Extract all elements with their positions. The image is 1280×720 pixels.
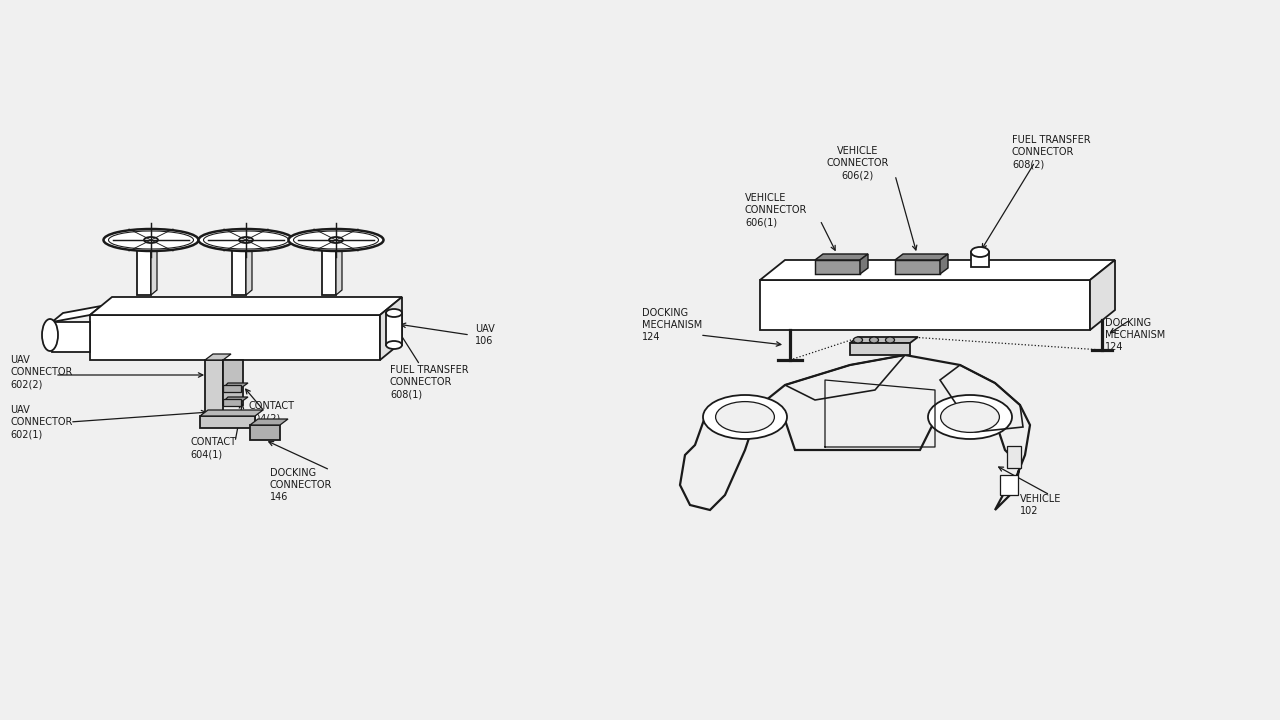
Bar [1000, 475, 1018, 495]
Polygon shape [1091, 260, 1115, 330]
Bar [232, 245, 246, 295]
Polygon shape [246, 240, 252, 295]
Bar [52, 322, 90, 352]
Ellipse shape [716, 402, 774, 433]
Ellipse shape [239, 237, 253, 243]
Ellipse shape [941, 402, 1000, 433]
Text: CONTACT
604(2): CONTACT 604(2) [248, 401, 294, 423]
Polygon shape [200, 410, 262, 416]
Text: VEHICLE
102: VEHICLE 102 [1020, 494, 1061, 516]
Bar [90, 315, 380, 360]
Polygon shape [335, 240, 342, 295]
Ellipse shape [104, 229, 198, 251]
Polygon shape [850, 337, 918, 343]
Ellipse shape [854, 337, 863, 343]
Ellipse shape [145, 237, 157, 243]
Polygon shape [250, 419, 288, 425]
Text: UAV
CONNECTOR
602(2): UAV CONNECTOR 602(2) [10, 355, 73, 390]
Text: CONTACT
604(1): CONTACT 604(1) [189, 437, 236, 459]
Bar [850, 343, 910, 355]
Bar [972, 252, 989, 267]
Ellipse shape [198, 229, 293, 251]
Polygon shape [223, 397, 248, 402]
Ellipse shape [293, 231, 379, 249]
Ellipse shape [387, 341, 402, 349]
Bar [223, 399, 241, 406]
Ellipse shape [329, 237, 343, 243]
Polygon shape [940, 254, 948, 274]
Bar [1007, 446, 1021, 468]
Text: DOCKING
MECHANISM
124: DOCKING MECHANISM 124 [643, 307, 703, 343]
Polygon shape [860, 254, 868, 274]
Text: VEHICLE
CONNECTOR
606(2): VEHICLE CONNECTOR 606(2) [827, 145, 890, 181]
Polygon shape [90, 297, 402, 315]
Polygon shape [760, 260, 1115, 280]
Text: DOCKING
MECHANISM
124: DOCKING MECHANISM 124 [1105, 318, 1165, 352]
Bar [815, 260, 860, 274]
Ellipse shape [288, 229, 384, 251]
Bar [223, 385, 241, 392]
Text: VEHICLE
CONNECTOR
606(1): VEHICLE CONNECTOR 606(1) [745, 192, 808, 228]
Bar [200, 416, 255, 428]
Ellipse shape [886, 337, 895, 343]
Ellipse shape [972, 247, 989, 257]
Ellipse shape [42, 319, 58, 351]
Polygon shape [895, 254, 948, 260]
Text: FUEL TRANSFER
CONNECTOR
608(2): FUEL TRANSFER CONNECTOR 608(2) [1012, 135, 1091, 169]
Bar [760, 280, 1091, 330]
Text: UAV
106: UAV 106 [475, 324, 495, 346]
Bar [323, 245, 335, 295]
Bar [387, 313, 402, 345]
Ellipse shape [387, 309, 402, 317]
Bar [223, 360, 243, 405]
Ellipse shape [204, 231, 288, 249]
Bar [205, 360, 223, 425]
Polygon shape [815, 254, 868, 260]
Bar [895, 260, 940, 274]
Text: UAV
CONNECTOR
602(1): UAV CONNECTOR 602(1) [10, 405, 73, 439]
Ellipse shape [109, 231, 193, 249]
Bar [250, 425, 280, 440]
Text: FUEL TRANSFER
CONNECTOR
608(1): FUEL TRANSFER CONNECTOR 608(1) [390, 364, 468, 400]
Ellipse shape [928, 395, 1012, 439]
Polygon shape [151, 240, 157, 295]
Polygon shape [52, 306, 101, 322]
Text: DOCKING
CONNECTOR
146: DOCKING CONNECTOR 146 [270, 467, 333, 503]
Ellipse shape [703, 395, 787, 439]
Polygon shape [223, 383, 248, 388]
Polygon shape [205, 354, 230, 360]
Ellipse shape [869, 337, 878, 343]
Bar [137, 245, 151, 295]
Polygon shape [380, 297, 402, 360]
